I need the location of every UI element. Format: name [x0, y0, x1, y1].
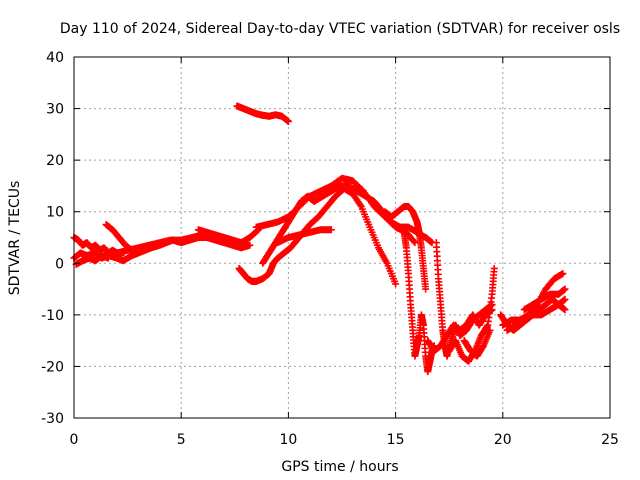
data-point [327, 226, 335, 234]
data-point [104, 254, 112, 262]
data-point [488, 306, 496, 314]
data-point [559, 270, 567, 278]
series-track-10 [252, 174, 419, 247]
data-point [561, 295, 569, 303]
data-points [70, 102, 569, 376]
series-track-11 [274, 226, 335, 247]
y-tick-label: 30 [46, 102, 64, 118]
x-tick-label: 0 [70, 432, 79, 448]
data-point [284, 117, 292, 125]
axis-ticks: 0 5 10 15 20 25 -30 -20 -10 0 10 20 30 40 [41, 50, 619, 448]
series-track-6 [194, 226, 262, 247]
series-track-17 [460, 326, 494, 360]
data-point [483, 322, 491, 330]
series-track-21 [520, 285, 569, 314]
grid [74, 57, 610, 418]
chart-title: Day 110 of 2024, Sidereal Day-to-day VTE… [60, 21, 620, 37]
data-point [561, 285, 569, 293]
data-point [246, 241, 254, 249]
x-axis-label: GPS time / hours [281, 459, 398, 475]
data-point [422, 285, 430, 293]
series-track-7 [233, 102, 292, 125]
y-tick-label: -20 [41, 359, 64, 375]
data-point [561, 306, 569, 314]
series-track-16 [424, 306, 496, 355]
x-tick-label: 5 [177, 432, 186, 448]
y-tick-label: -30 [41, 411, 64, 427]
y-tick-label: 20 [46, 153, 64, 169]
data-point [410, 237, 418, 245]
y-tick-label: -10 [41, 308, 64, 324]
y-axis-label: SDTVAR / TECUs [7, 181, 23, 296]
data-point [392, 280, 400, 288]
x-tick-label: 10 [279, 432, 297, 448]
series-track-12 [381, 203, 430, 293]
x-tick-label: 15 [387, 432, 405, 448]
plot-frame [73, 56, 611, 419]
data-point [490, 264, 498, 272]
x-tick-label: 20 [494, 432, 512, 448]
y-tick-label: 0 [55, 256, 64, 272]
data-point [486, 326, 494, 334]
y-tick-label: 10 [46, 205, 64, 221]
series-track-5 [113, 231, 207, 257]
y-tick-label: 40 [46, 50, 64, 66]
series-track-20 [503, 301, 569, 334]
series-track-3 [72, 252, 112, 268]
x-tick-label: 25 [601, 432, 619, 448]
